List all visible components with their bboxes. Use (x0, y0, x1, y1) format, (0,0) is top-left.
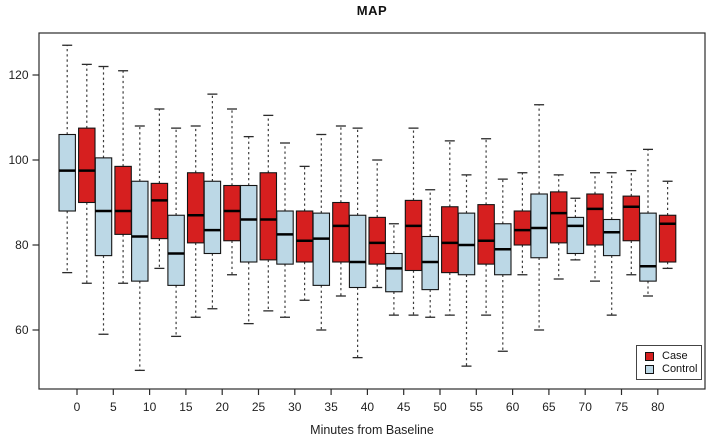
x-tick-label: 55 (470, 400, 484, 414)
iqr-box (78, 127, 96, 204)
box-control-0 (58, 44, 76, 274)
box-case-50 (441, 140, 459, 316)
iqr-box (658, 214, 677, 263)
iqr-box (295, 210, 314, 263)
iqr-box (404, 199, 423, 272)
iqr-box (239, 184, 258, 263)
x-tick-label: 45 (397, 400, 411, 414)
iqr-box (513, 210, 532, 246)
iqr-box (58, 133, 76, 212)
box-control-40 (348, 127, 367, 359)
x-tick-label: 80 (651, 400, 665, 414)
box-case-25 (259, 114, 278, 312)
iqr-box (186, 172, 205, 244)
box-control-65 (530, 104, 548, 331)
box-control-30 (276, 142, 294, 318)
legend-item-case: Case (645, 350, 701, 363)
x-tick-label: 25 (252, 400, 266, 414)
box-case-0 (78, 63, 96, 284)
y-tick-label: 60 (15, 323, 29, 337)
x-tick-label: 10 (143, 400, 157, 414)
x-tick-label: 5 (110, 400, 117, 414)
box-control-70 (566, 197, 585, 261)
y-tick-label: 100 (8, 153, 28, 167)
x-tick-label: 50 (433, 400, 447, 414)
box-case-15 (186, 125, 205, 318)
x-tick-label: 20 (216, 400, 230, 414)
iqr-box (312, 212, 331, 286)
iqr-box (530, 193, 548, 259)
x-tick-label: 0 (74, 400, 81, 414)
box-case-30 (295, 165, 314, 301)
iqr-box (368, 216, 386, 265)
control-color-swatch (645, 365, 654, 374)
box-case-80 (658, 180, 677, 270)
box-control-45 (385, 223, 403, 316)
iqr-box (348, 214, 367, 289)
iqr-box (566, 216, 585, 255)
box-control-25 (239, 135, 258, 325)
box-control-35 (312, 133, 331, 331)
iqr-box (114, 165, 132, 235)
iqr-box (259, 172, 278, 261)
box-case-5 (114, 70, 132, 284)
legend-label-control: Control (662, 363, 698, 375)
legend-item-control: Control (645, 363, 701, 376)
box-control-5 (94, 65, 113, 335)
iqr-box (385, 252, 403, 293)
x-tick-label: 35 (324, 400, 338, 414)
box-control-60 (494, 178, 512, 352)
x-tick-label: 65 (542, 400, 556, 414)
box-control-20 (203, 93, 222, 310)
box-control-50 (421, 189, 439, 318)
box-case-10 (150, 108, 169, 270)
x-tick-label: 15 (179, 400, 193, 414)
iqr-box (167, 214, 185, 286)
y-tick-label: 120 (8, 68, 28, 82)
x-axis-label: Minutes from Baseline (310, 423, 434, 437)
box-case-35 (332, 125, 350, 297)
box-control-55 (457, 174, 476, 367)
legend-box: Case Control (636, 345, 702, 380)
box-case-65 (549, 174, 568, 280)
box-control-75 (602, 172, 621, 316)
iqr-box (549, 191, 568, 244)
box-case-70 (586, 172, 604, 282)
box-control-15 (167, 127, 185, 338)
iqr-box (203, 180, 222, 255)
case-color-swatch (645, 352, 654, 361)
x-tick-label: 75 (615, 400, 629, 414)
x-tick-label: 40 (361, 400, 375, 414)
iqr-box (639, 212, 657, 282)
box-case-20 (223, 108, 241, 276)
iqr-box (602, 218, 621, 257)
iqr-box (477, 204, 495, 265)
legend-label-case: Case (662, 350, 688, 362)
box-case-60 (513, 172, 532, 276)
iqr-box (276, 210, 294, 265)
chart-title: MAP (356, 3, 388, 18)
box-control-80 (639, 148, 657, 297)
x-tick-label: 30 (288, 400, 302, 414)
plot-border (38, 32, 706, 390)
y-tick-label: 80 (15, 238, 29, 252)
iqr-box (223, 184, 241, 242)
iqr-box (94, 157, 113, 257)
box-control-10 (131, 125, 149, 372)
box-case-75 (622, 169, 641, 276)
box-case-40 (368, 159, 386, 289)
iqr-box (131, 180, 149, 282)
iqr-box (622, 195, 641, 242)
iqr-box (441, 206, 459, 274)
iqr-box (150, 182, 169, 240)
x-tick-label: 70 (579, 400, 593, 414)
iqr-box (586, 193, 604, 246)
box-case-45 (404, 127, 423, 316)
x-tick-label: 60 (506, 400, 520, 414)
box-case-55 (477, 138, 495, 316)
iqr-box (332, 201, 350, 263)
